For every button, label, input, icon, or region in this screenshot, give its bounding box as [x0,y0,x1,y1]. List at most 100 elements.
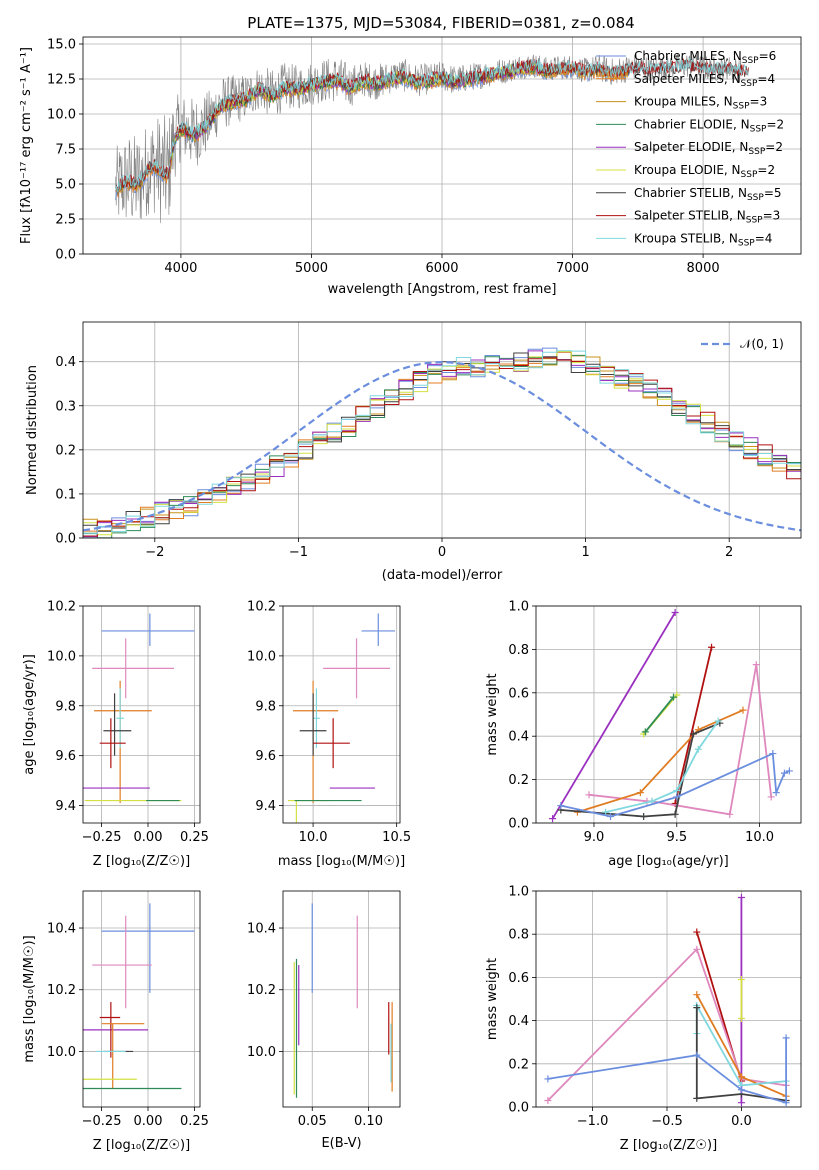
errorbar-point [116,688,124,749]
errorbar-point [101,1023,145,1089]
weight-marker [689,730,697,738]
legend-label-sub: SSP [741,79,758,89]
weight-marker [769,750,777,758]
y-tick-label: 0.6 [508,971,529,986]
weight-marker [772,789,780,797]
y-tick-label: 10.0 [47,108,76,123]
weight-marker [641,728,649,736]
x-axis-label: age [log₁₀(age/yr)] [608,854,729,869]
y-axis-label: Normed distribution [25,365,40,495]
chart-spectrum: 4000 5000 6000 7000 8000 0.0 2.5 5.0 7.5 10.0 12.5… [19,36,802,297]
axes-frame [535,605,802,824]
x-tick-label: −0.25 [82,1114,122,1129]
legend-label-tail: =4 [755,231,773,245]
y-tick-label: 15.0 [47,38,76,53]
plot-area [549,609,793,823]
weight-marker [544,1075,552,1083]
plot-area [83,347,801,538]
y-axis-label: age [log₁₀(age/yr)] [22,654,37,775]
y-tick-label: 12.5 [47,73,76,88]
legend-label-base: Kroupa STELIB, N [634,231,738,245]
x-tick-label: 7000 [556,261,589,276]
plot-area [288,613,395,823]
weight-series-line [560,722,721,818]
x-tick-label: 9.0 [584,830,605,845]
weight-marker [636,789,644,797]
legend-label-tail: =2 [766,117,784,131]
x-tick-label: 10.0 [745,830,774,845]
weight-marker [737,1073,745,1081]
y-tick-label: 9.8 [55,699,76,714]
y-tick-label: 10.2 [47,983,76,998]
normal-reference-curve [83,360,801,532]
weight-marker [737,1014,745,1022]
axes: −1.0 −0.5 0.0 0.0 0.2 0.4 0.6 0.8 1.0 Z [log₁₀(Z/… [485,885,802,1153]
weight-marker [669,693,677,701]
axes: 4000 5000 6000 7000 8000 0.0 2.5 5.0 7.5 10.0 12.5… [19,36,802,297]
gridlines [83,322,801,539]
y-tick-label: 0.6 [508,686,529,701]
x-tick-label: −1 [289,545,308,560]
y-tick-label: 10.2 [247,983,276,998]
legend-label: Kroupa STELIB, NSSP=4 [634,231,772,248]
weight-marker [693,1004,701,1012]
plot-area [83,613,195,804]
weight-series-line [551,612,676,820]
y-tick-label: 10.2 [247,600,276,615]
axes-frame [82,605,201,824]
weight-marker [785,767,793,775]
chart-mass-weight-vs-z: −1.0 −0.5 0.0 0.0 0.2 0.4 0.6 0.8 1.0 Z [log₁₀(Z/… [485,885,802,1153]
y-tick-label: 0.2 [508,1057,529,1072]
errorbar-point [103,693,132,756]
y-tick-label: 2.5 [55,213,76,228]
y-axis-label: mass weight [485,958,500,1040]
errorbar-point [299,693,327,756]
chart-mass-weight-vs-age: 9.0 9.5 10.0 0.0 0.2 0.4 0.6 0.8 1.0 age [log₁₀(a… [485,600,802,869]
y-tick-label: 1.0 [508,885,529,900]
y-tick-label: 10.2 [47,600,76,615]
errorbar-point [361,613,395,646]
model-spectrum-line [115,57,749,192]
y-tick-label: 10.0 [47,649,76,664]
legend-label: Salpeter STELIB, NSSP=3 [634,209,780,226]
weight-marker [549,815,557,823]
axes: −2 −1 0 1 2 0.0 0.1 0.2 0.3 0.4 (data-model)/error… [25,321,802,583]
y-axis-label: Flux [fλ10⁻¹⁷ erg cm⁻² s⁻¹ A⁻¹] [19,47,34,244]
chart-mass-vs-ebv: 0.05 0.10 10.0 10.2 10.4 E(B-V) [247,890,401,1151]
residuals-legend: 𝒩(0, 1) [701,337,784,351]
legend-label: Salpeter ELODIE, NSSP=2 [634,140,783,157]
legend-label-tail: =6 [759,49,777,63]
x-tick-label: 0.05 [298,1114,327,1129]
legend-label-base: Salpeter ELODIE, N [634,140,748,154]
x-axis-label: wavelength [Angstrom, rest frame] [328,282,557,297]
gridlines [83,605,200,823]
weight-marker [737,1086,745,1094]
weight-series-line [644,696,675,733]
weight-marker [544,1097,552,1105]
legend-label-sub: SSP [747,193,764,203]
y-tick-label: 5.0 [55,178,76,193]
axes: 0.05 0.10 10.0 10.2 10.4 E(B-V) [247,890,401,1151]
legend-label: 𝒩(0, 1) [740,337,784,351]
errorbar-point [94,680,152,804]
errorbar-point [101,903,195,993]
legend-label: Salpeter MILES, NSSP=4 [634,72,775,89]
axes-frame [282,605,401,824]
legend-label-tail: =3 [763,209,781,223]
legend-label-sub: SSP [750,124,767,134]
y-tick-label: 0.0 [55,532,76,547]
weight-series-line [674,646,713,804]
chart-mass-vs-z: −0.25 0.00 0.25 10.0 10.2 10.4 Z [log₁₀(Z/Z☉)]… [22,890,209,1153]
legend-label-tail: =3 [750,95,768,109]
histogram-series [83,350,801,538]
gridlines [83,891,200,1107]
legend-label-sub: SSP [741,170,758,180]
weight-marker [739,706,747,714]
x-tick-label: 6000 [425,261,458,276]
errorbar-point [99,718,126,769]
x-tick-label: −0.5 [651,1114,683,1129]
legend-label-base: Salpeter STELIB, N [634,209,746,223]
legend-label: Kroupa ELODIE, NSSP=2 [634,163,775,180]
errorbar-point [92,638,174,699]
y-tick-label: 9.4 [55,799,76,814]
